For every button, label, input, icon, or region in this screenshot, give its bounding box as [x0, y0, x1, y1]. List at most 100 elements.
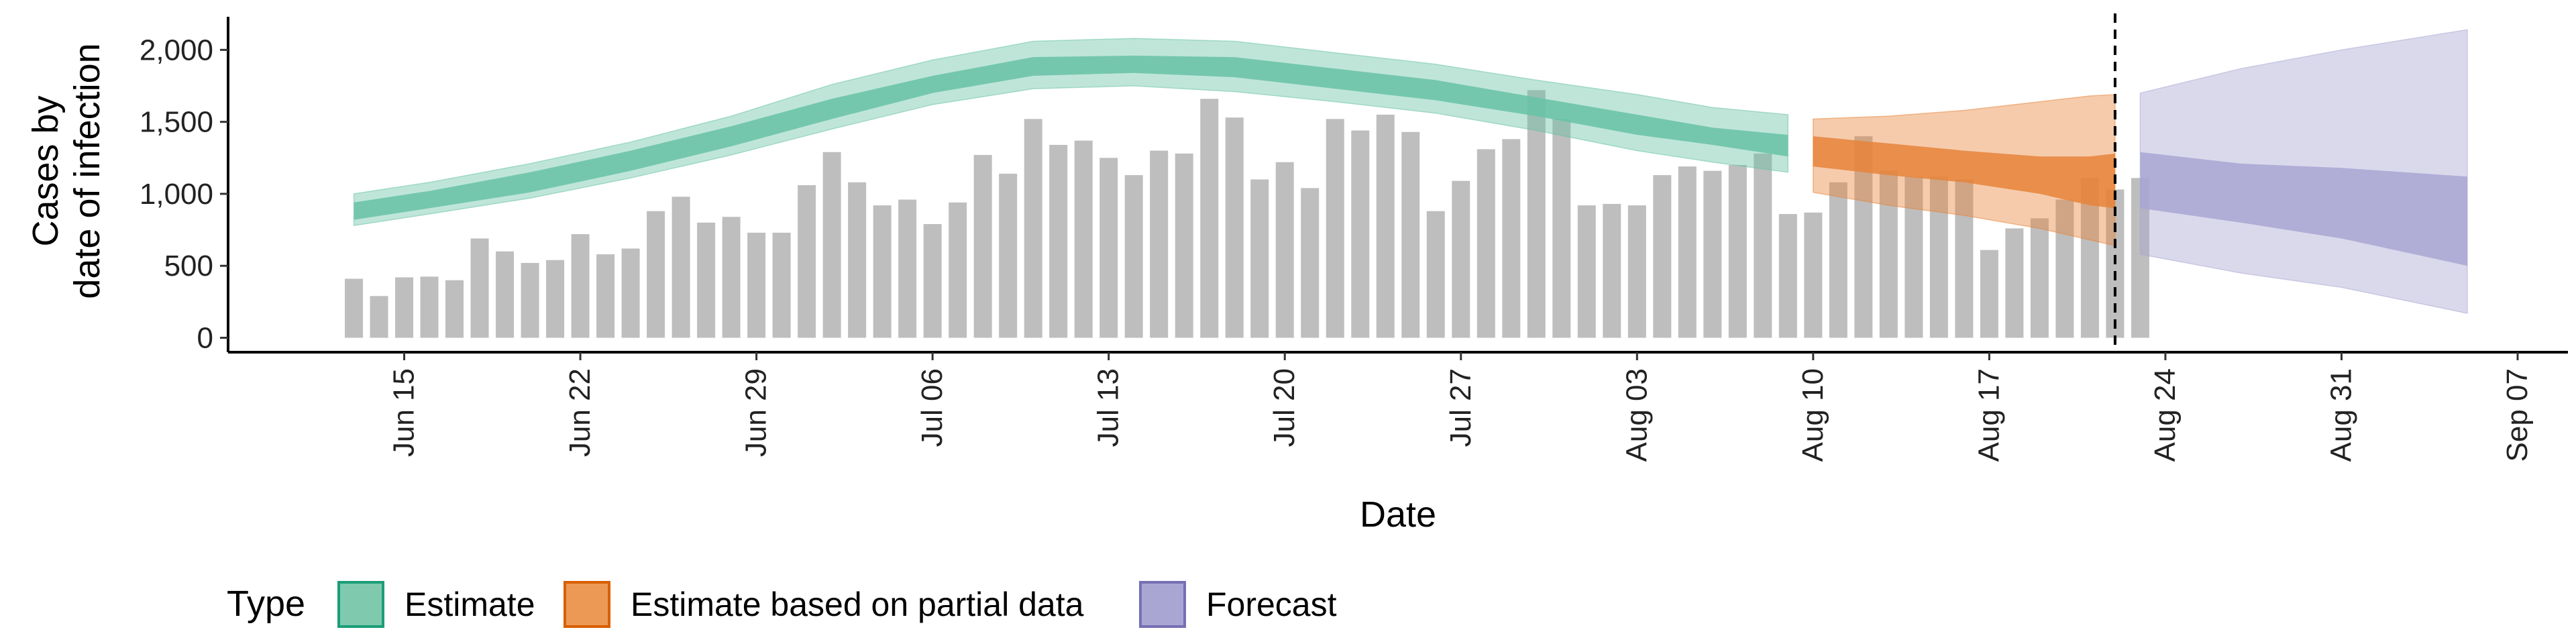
bar	[445, 280, 464, 338]
bar	[1275, 162, 1294, 338]
ribbon-inner-forecast	[2140, 152, 2467, 266]
legend-label-estimate: Estimate	[405, 586, 535, 623]
legend-key-estimate	[337, 581, 384, 628]
x-tick-label: Aug 03	[1620, 368, 1653, 462]
bar	[621, 248, 640, 338]
bar	[1502, 139, 1521, 338]
bar	[1175, 153, 1193, 338]
x-tick-label: Jul 13	[1092, 368, 1125, 447]
bar	[521, 262, 539, 338]
bar	[1980, 250, 1998, 338]
bar	[370, 296, 388, 338]
y-tick-label: 0	[197, 322, 213, 355]
bar	[848, 182, 867, 338]
bar	[1477, 149, 1495, 338]
bar	[1099, 158, 1118, 338]
bars-layer	[345, 90, 2149, 338]
bar	[1703, 170, 1722, 338]
bar	[747, 232, 766, 338]
bar	[1627, 205, 1646, 338]
bar	[1452, 180, 1470, 338]
legend-key-partial	[564, 581, 610, 628]
x-tick-label: Aug 17	[1972, 368, 2005, 462]
bar	[1200, 99, 1219, 338]
x-tick-label: Jun 29	[740, 368, 773, 457]
bar	[596, 254, 615, 338]
y-tick-label: 500	[164, 250, 213, 282]
bar	[1653, 175, 1672, 338]
bar	[1552, 119, 1571, 338]
ribbons-layer	[353, 29, 2468, 315]
bar	[647, 211, 665, 338]
bar	[697, 222, 716, 338]
x-tick-label: Jun 22	[564, 368, 596, 457]
bar	[949, 202, 967, 338]
bar	[822, 152, 841, 338]
bar	[345, 278, 364, 338]
bar	[923, 224, 942, 338]
bar	[1955, 179, 1974, 338]
bar	[1778, 213, 1797, 338]
bar	[1426, 211, 1445, 338]
bar	[1150, 150, 1169, 338]
y-axis-title-line2: date of infection	[67, 43, 107, 299]
bar	[1250, 179, 1269, 338]
bar	[2030, 218, 2049, 338]
y-tick-label: 2,000	[140, 34, 213, 66]
axes: 0 500 1,000 1,500 2,000 Jun 15 Jun 22 Jun 29 Jul…	[140, 17, 2568, 462]
x-axis-title: Date	[1360, 494, 1436, 535]
bar	[1351, 130, 1370, 338]
bar	[1904, 176, 1923, 338]
bar	[898, 199, 917, 338]
bar	[1929, 176, 1948, 338]
legend-title: Type	[227, 584, 305, 624]
bar	[1074, 140, 1093, 338]
bar	[973, 155, 992, 338]
bar	[1124, 175, 1143, 338]
bar	[546, 260, 565, 338]
bar	[1401, 131, 1420, 338]
ribbon-inner-partial	[1813, 136, 2115, 209]
bar	[1577, 205, 1596, 338]
bar	[1829, 182, 1847, 338]
x-tick-label: Jul 20	[1268, 368, 1301, 447]
bar	[1301, 188, 1320, 338]
x-tick-label: Sep 07	[2501, 368, 2534, 462]
bar	[999, 173, 1018, 338]
bar	[1603, 203, 1621, 338]
legend-label-forecast: Forecast	[1206, 586, 1337, 623]
bar	[2055, 199, 2074, 338]
legend: Type Estimate Estimate based on partial …	[227, 581, 1337, 628]
legend-label-partial: Estimate based on partial data	[631, 586, 1084, 623]
x-tick-label: Aug 24	[2149, 368, 2182, 462]
bar	[571, 234, 590, 338]
bar	[1376, 114, 1395, 338]
ribbon-inner-estimate	[354, 55, 1788, 220]
bar	[722, 217, 741, 338]
bar	[1754, 153, 1772, 338]
x-tick-label: Jun 15	[388, 368, 421, 457]
x-tick-label: Jul 27	[1444, 368, 1477, 447]
y-tick-label: 1,000	[140, 178, 213, 211]
bar	[1049, 144, 1068, 338]
bar	[1804, 212, 1823, 338]
bar	[496, 251, 515, 338]
bar	[2005, 228, 2024, 338]
bar	[873, 205, 892, 338]
bar	[672, 197, 690, 338]
x-tick-label: Jul 06	[916, 368, 949, 447]
legend-key-forecast	[1139, 581, 1186, 628]
y-tick-label: 1,500	[140, 106, 213, 139]
bar	[1678, 166, 1697, 338]
bar	[798, 185, 816, 338]
bar	[1225, 117, 1244, 338]
bar	[772, 232, 791, 338]
x-tick-label: Aug 31	[2324, 368, 2357, 462]
bar	[1728, 165, 1747, 338]
bar	[1879, 170, 1898, 338]
bar	[395, 277, 414, 338]
bar	[420, 276, 439, 338]
bar	[1326, 119, 1344, 338]
x-tick-label: Aug 10	[1796, 368, 1829, 462]
